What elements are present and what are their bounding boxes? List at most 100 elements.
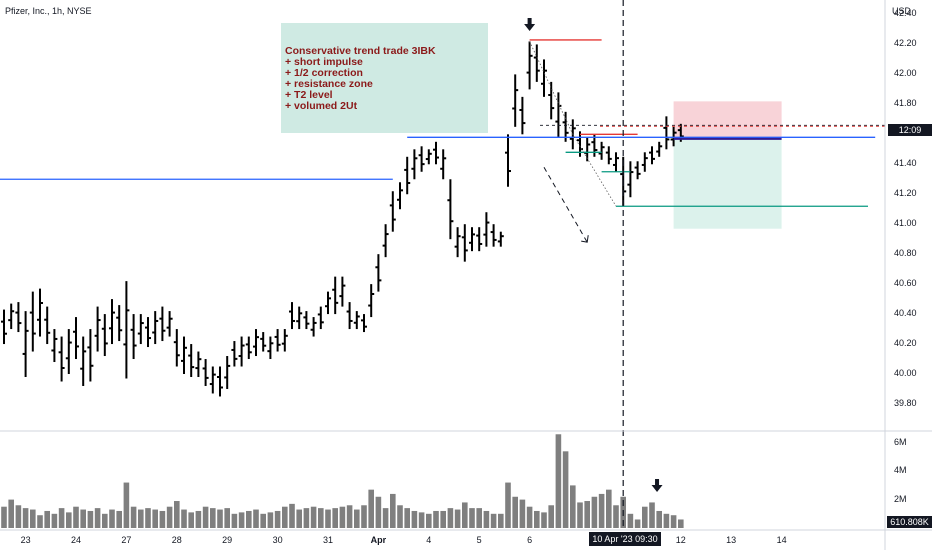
- volume-bar: [346, 505, 353, 528]
- price-tick-label: 41.40: [894, 158, 917, 169]
- annotation-note: Conservative trend trade 3IBK + short im…: [281, 23, 488, 133]
- time-tick-label: 28: [171, 535, 182, 545]
- symbol-title: Pfizer, Inc., 1h, NYSE: [5, 6, 92, 16]
- volume-bar: [469, 508, 475, 528]
- volume-bar: [541, 512, 547, 528]
- volume-bar: [318, 508, 324, 528]
- projection-arrow: [543, 167, 588, 243]
- volume-bar: [476, 508, 482, 528]
- price-bar: [483, 212, 490, 247]
- volume-bar: [44, 510, 50, 528]
- price-bar: [195, 351, 202, 377]
- volume-bar: [109, 509, 115, 528]
- price-bar: [627, 161, 634, 198]
- volume-bar: [8, 499, 14, 528]
- volume-bar: [454, 509, 461, 528]
- price-bar: [361, 314, 367, 333]
- volume-bar: [282, 506, 288, 528]
- price-bar: [346, 302, 353, 330]
- time-tick-label: 12: [675, 535, 686, 545]
- take-profit-zone: [673, 138, 782, 229]
- volume-bar: [490, 513, 497, 528]
- price-bar: [29, 291, 36, 352]
- volume-bar: [289, 503, 295, 528]
- price-bar: [433, 141, 439, 165]
- price-bar: [519, 96, 526, 135]
- volume-bar: [30, 509, 36, 528]
- time-tick-label: 13: [726, 535, 737, 545]
- price-bar: [159, 306, 166, 342]
- price-bar: [447, 179, 454, 240]
- volume-bar: [505, 482, 511, 528]
- volume-bar: [15, 505, 22, 528]
- price-tick-label: 40.40: [894, 308, 917, 319]
- volume-bar: [411, 510, 418, 528]
- price-bar: [670, 126, 677, 147]
- volume-bar: [433, 510, 439, 528]
- price-bar: [382, 224, 389, 258]
- down-arrow-icon: [651, 479, 663, 492]
- volume-bar: [310, 506, 317, 528]
- price-bar: [656, 141, 663, 157]
- price-tick-label: 39.80: [894, 397, 917, 408]
- time-tick-label: 30: [272, 535, 283, 545]
- volume-bar: [404, 508, 410, 528]
- volume-bar: [152, 509, 158, 528]
- volume-bar: [548, 505, 554, 528]
- volume-bar: [123, 482, 130, 528]
- price-tick-label: 42.40: [894, 8, 917, 19]
- volume-tick-label: 2M: [894, 493, 907, 504]
- price-bar: [116, 305, 123, 342]
- price-bar: [389, 191, 396, 232]
- note-line: + 1/2 correction: [285, 67, 363, 79]
- volume-bar: [483, 510, 490, 528]
- price-bar: [663, 116, 670, 150]
- volume-bar: [332, 508, 338, 528]
- price-bar: [8, 303, 15, 330]
- time-tick-label: 14: [776, 535, 787, 545]
- price-tick-label: 40.00: [894, 368, 917, 378]
- volume-bar: [224, 508, 230, 528]
- price-bar: [87, 329, 94, 382]
- volume-bar: [519, 499, 526, 528]
- price-bar: [404, 156, 411, 195]
- volume-value-tag: 610.808K: [887, 516, 932, 528]
- price-bar: [217, 366, 223, 397]
- time-tick-label: 23: [20, 535, 31, 545]
- price-bar: [51, 329, 58, 363]
- price-tick-label: 42.20: [894, 38, 917, 49]
- volume-bar: [555, 434, 562, 528]
- volume-bar: [440, 510, 446, 528]
- price-bar: [310, 317, 317, 337]
- volume-bar: [598, 493, 605, 528]
- price-bar: [202, 359, 209, 386]
- volume-bar: [87, 510, 94, 528]
- price-bar: [411, 149, 418, 180]
- volume-bar: [382, 508, 389, 528]
- volume-bar: [274, 510, 281, 528]
- level-lines: [0, 39, 885, 207]
- volume-bar: [339, 506, 346, 528]
- price-bar: [418, 146, 425, 172]
- volume-bar: [361, 505, 367, 528]
- note-line: + volumed 2Ut: [285, 100, 358, 112]
- volume-bar: [634, 519, 641, 528]
- volume-bar: [368, 489, 374, 528]
- volume-bar: [253, 509, 259, 528]
- price-bar: [166, 311, 173, 337]
- stop-loss-zone: [673, 101, 782, 139]
- price-bar: [15, 302, 22, 333]
- volume-bar: [210, 508, 216, 528]
- price-tick-label: 42.00: [894, 68, 917, 79]
- projection-arrowhead: [581, 235, 589, 243]
- volume-bar: [670, 515, 677, 528]
- volume-bar: [613, 505, 619, 528]
- price-bar: [505, 134, 511, 187]
- price-bar: [130, 314, 137, 360]
- price-bar: [274, 329, 281, 352]
- volume-bar: [498, 513, 504, 528]
- time-tick-label: 4: [426, 535, 432, 545]
- volume-bar: [181, 509, 187, 528]
